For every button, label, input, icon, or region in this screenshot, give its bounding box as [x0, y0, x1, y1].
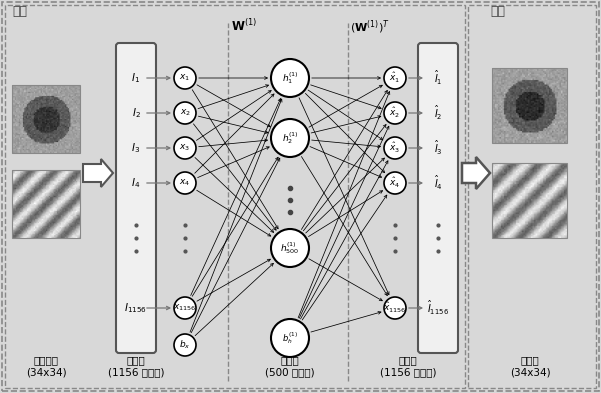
Circle shape: [174, 297, 196, 319]
Circle shape: [384, 172, 406, 194]
Text: $\hat{x}_4$: $\hat{x}_4$: [389, 176, 401, 190]
Text: 编码: 编码: [12, 5, 27, 18]
Circle shape: [384, 137, 406, 159]
Text: $\hat{I}_4$: $\hat{I}_4$: [433, 174, 442, 192]
Text: 输出层
(1156 个单元): 输出层 (1156 个单元): [380, 355, 436, 377]
Text: $I_3$: $I_3$: [132, 141, 141, 155]
FancyBboxPatch shape: [116, 43, 156, 353]
Text: 重构层
(34x34): 重构层 (34x34): [510, 355, 551, 377]
Text: $\hat{x}_2$: $\hat{x}_2$: [389, 106, 400, 120]
Text: $x_1$: $x_1$: [180, 73, 191, 83]
Text: 解码: 解码: [490, 5, 505, 18]
Text: $x_{1156}$: $x_{1156}$: [173, 303, 197, 313]
Text: $(\mathbf{W}^{(1)})^T$: $(\mathbf{W}^{(1)})^T$: [350, 18, 389, 36]
FancyBboxPatch shape: [418, 43, 458, 353]
Circle shape: [384, 297, 406, 319]
Circle shape: [384, 102, 406, 124]
Circle shape: [271, 119, 309, 157]
Text: 隐含层
(500 个单元): 隐含层 (500 个单元): [265, 355, 315, 377]
Bar: [12, 85, 80, 153]
Circle shape: [271, 229, 309, 267]
Text: $h_1^{(1)}$: $h_1^{(1)}$: [282, 70, 299, 86]
Text: $\hat{x}_1$: $\hat{x}_1$: [389, 71, 401, 85]
Text: $\hat{x}_3$: $\hat{x}_3$: [389, 141, 400, 155]
Text: $h_2^{(1)}$: $h_2^{(1)}$: [282, 130, 299, 146]
Circle shape: [174, 67, 196, 89]
Text: $x_2$: $x_2$: [180, 108, 191, 118]
Text: $I_{1156}$: $I_{1156}$: [124, 301, 147, 315]
Text: $b_h^{(1)}$: $b_h^{(1)}$: [282, 330, 298, 346]
Text: $\hat{I}_1$: $\hat{I}_1$: [434, 69, 442, 87]
Text: $\mathbf{W}^{(1)}$: $\mathbf{W}^{(1)}$: [231, 18, 257, 34]
Text: $I_4$: $I_4$: [132, 176, 141, 190]
Text: 输入小块
(34x34): 输入小块 (34x34): [26, 355, 66, 377]
Text: $\hat{I}_3$: $\hat{I}_3$: [434, 139, 442, 157]
FancyArrow shape: [462, 157, 490, 189]
Bar: [492, 163, 567, 238]
Text: $x_3$: $x_3$: [180, 143, 191, 153]
Circle shape: [174, 137, 196, 159]
Text: $b_x$: $b_x$: [179, 339, 191, 351]
FancyArrow shape: [83, 159, 113, 187]
Text: $\hat{I}_2$: $\hat{I}_2$: [434, 104, 442, 122]
Text: $x_4$: $x_4$: [180, 178, 191, 188]
Text: $I_2$: $I_2$: [132, 106, 141, 120]
Circle shape: [271, 59, 309, 97]
Text: $\hat{x}_{1156}$: $\hat{x}_{1156}$: [383, 301, 407, 315]
Text: $I_1$: $I_1$: [132, 71, 141, 85]
Text: $\hat{I}_{1156}$: $\hat{I}_{1156}$: [427, 299, 449, 317]
Circle shape: [174, 334, 196, 356]
Circle shape: [174, 102, 196, 124]
Bar: [12, 170, 80, 238]
Text: 输入层
(1156 个单元): 输入层 (1156 个单元): [108, 355, 164, 377]
Circle shape: [174, 172, 196, 194]
Circle shape: [384, 67, 406, 89]
Text: $h_{500}^{(1)}$: $h_{500}^{(1)}$: [280, 240, 300, 256]
Bar: [468, 5, 596, 388]
Bar: [5, 5, 465, 388]
Circle shape: [271, 319, 309, 357]
Bar: [492, 68, 567, 143]
